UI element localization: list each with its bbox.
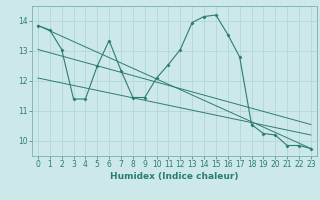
X-axis label: Humidex (Indice chaleur): Humidex (Indice chaleur) bbox=[110, 172, 239, 181]
